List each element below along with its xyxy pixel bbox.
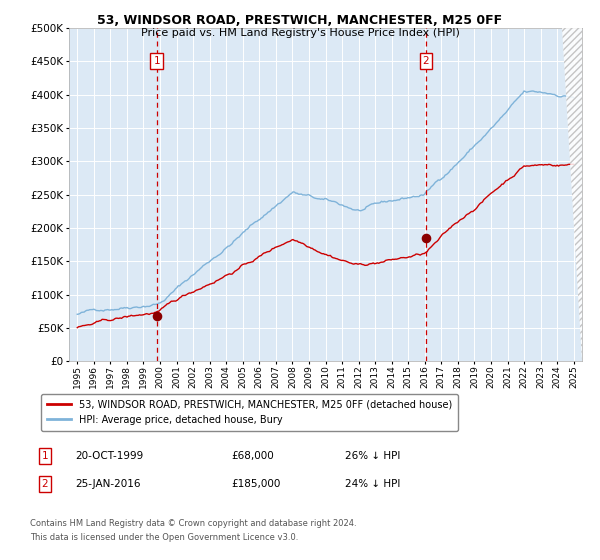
Text: 2: 2	[41, 479, 49, 489]
Text: 2: 2	[422, 57, 429, 66]
Text: 1: 1	[41, 451, 49, 461]
Text: 53, WINDSOR ROAD, PRESTWICH, MANCHESTER, M25 0FF: 53, WINDSOR ROAD, PRESTWICH, MANCHESTER,…	[97, 14, 503, 27]
Text: 20-OCT-1999: 20-OCT-1999	[75, 451, 143, 461]
Text: 26% ↓ HPI: 26% ↓ HPI	[345, 451, 400, 461]
Polygon shape	[562, 28, 582, 361]
Point	[421, 234, 431, 242]
Legend: 53, WINDSOR ROAD, PRESTWICH, MANCHESTER, M25 0FF (detached house), HPI: Average : 53, WINDSOR ROAD, PRESTWICH, MANCHESTER,…	[41, 394, 458, 431]
Text: 1: 1	[154, 57, 160, 66]
Text: 25-JAN-2016: 25-JAN-2016	[75, 479, 140, 489]
Text: Price paid vs. HM Land Registry's House Price Index (HPI): Price paid vs. HM Land Registry's House …	[140, 28, 460, 38]
Text: 24% ↓ HPI: 24% ↓ HPI	[345, 479, 400, 489]
Text: Contains HM Land Registry data © Crown copyright and database right 2024.: Contains HM Land Registry data © Crown c…	[30, 519, 356, 528]
Text: £185,000: £185,000	[231, 479, 280, 489]
Point	[152, 311, 161, 320]
Text: £68,000: £68,000	[231, 451, 274, 461]
Text: This data is licensed under the Open Government Licence v3.0.: This data is licensed under the Open Gov…	[30, 533, 298, 542]
